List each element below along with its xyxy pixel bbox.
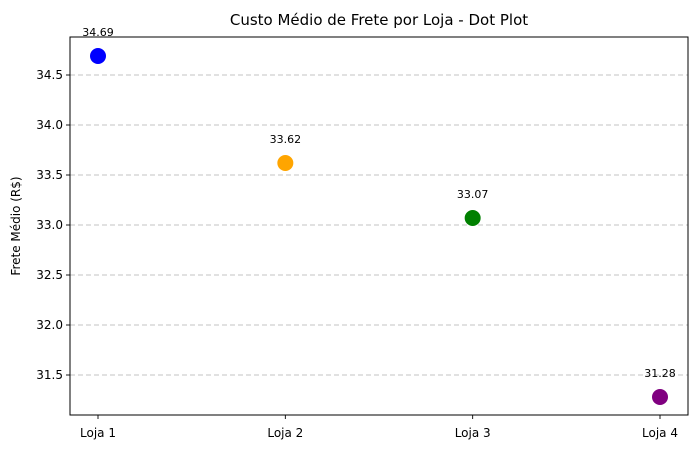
y-axis-ticks: 31.5 32.0 32.5 33.0 33.5 34.0 34.5: [36, 68, 70, 382]
y-tick-label: 33.5: [36, 168, 63, 182]
data-label: 31.28: [644, 367, 676, 380]
y-tick-label: 33.0: [36, 218, 63, 232]
y-tick-label: 31.5: [36, 368, 63, 382]
x-tick-label: Loja 4: [642, 426, 678, 440]
data-point: [277, 155, 294, 171]
data-labels: 34.69 33.62 33.07 31.28: [82, 26, 676, 380]
y-tick-label: 32.0: [36, 318, 63, 332]
x-axis-ticks: Loja 1 Loja 2 Loja 3 Loja 4: [80, 415, 678, 440]
grid-lines: [70, 74, 688, 376]
x-tick-label: Loja 2: [267, 426, 303, 440]
x-tick-label: Loja 1: [80, 426, 116, 440]
data-label: 34.69: [82, 26, 114, 39]
data-points: [90, 48, 668, 405]
data-point: [652, 389, 668, 405]
data-point: [90, 48, 106, 64]
x-tick-label: Loja 3: [455, 426, 491, 440]
data-label: 33.62: [270, 133, 302, 146]
y-axis-label: Frete Médio (R$): [9, 176, 23, 275]
chart-title: Custo Médio de Frete por Loja - Dot Plot: [230, 11, 528, 29]
y-tick-label: 34.0: [36, 118, 63, 132]
plot-frame: [69, 36, 689, 416]
data-point: [464, 210, 481, 226]
data-label: 33.07: [457, 188, 489, 201]
y-tick-label: 34.5: [36, 68, 63, 82]
y-tick-label: 32.5: [36, 268, 63, 282]
